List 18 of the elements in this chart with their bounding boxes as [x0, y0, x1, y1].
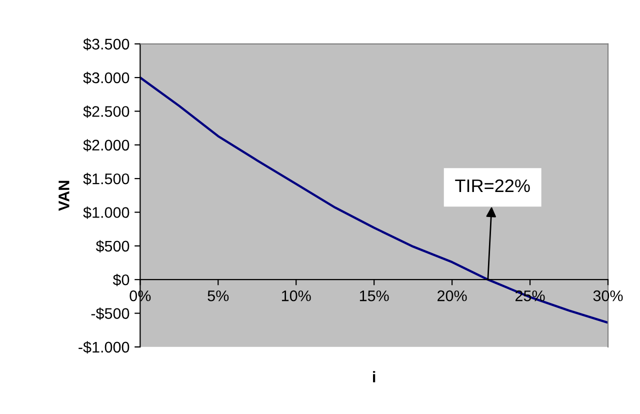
x-axis-title: i — [373, 371, 376, 382]
annotation: TIR=22% — [455, 179, 530, 192]
y-tick-label: -$1.000 — [78, 341, 130, 354]
x-tick-label: 5% — [208, 290, 229, 302]
x-tick-label: 10% — [282, 290, 311, 302]
y-tick-label: $2.000 — [83, 139, 130, 152]
y-tick-label: $2.500 — [83, 105, 130, 118]
y-tick-label: $1.500 — [83, 172, 130, 186]
y-tick-label: $3.000 — [83, 72, 130, 84]
x-tick-label: 20% — [438, 290, 467, 302]
x-tick-label: 30% — [593, 290, 623, 302]
y-tick-label: $1.000 — [83, 206, 130, 219]
y-tick-label: -$500 — [91, 307, 130, 320]
y-tick-label: $3.500 — [83, 38, 130, 50]
y-axis-title: VAN — [58, 180, 70, 211]
y-tick-label: $500 — [96, 240, 130, 253]
x-tick-label: 15% — [360, 290, 389, 302]
y-tick-label: $0 — [112, 274, 130, 286]
